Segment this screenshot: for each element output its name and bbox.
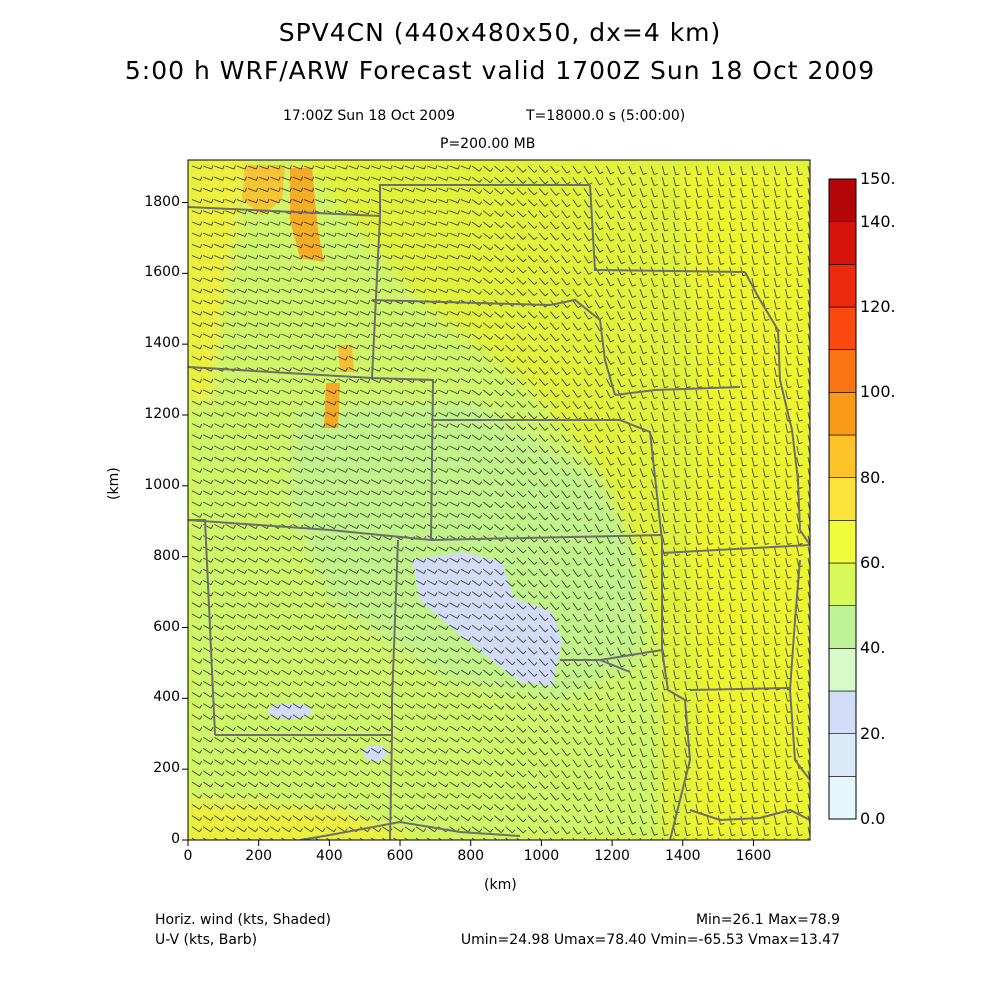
x-tick-label: 600 [386, 848, 414, 864]
low-wind-region-small-1 [268, 703, 312, 719]
barb-legend-label: U-V (kts, Barb) [155, 932, 258, 948]
min-max-label: Min=26.1 Max=78.9 [695, 912, 840, 928]
colorbar-bin [828, 221, 857, 265]
state-boundaries [188, 184, 810, 840]
colorbar-frame [828, 178, 857, 820]
colorbar-label: 100. [860, 382, 896, 402]
colorbar-bin [828, 434, 857, 478]
y-tick-label: 1400 [144, 335, 180, 352]
colorbar-bin [828, 733, 857, 777]
plot-frame [187, 159, 811, 841]
colorbar-label: 150. [860, 169, 896, 188]
colorbar-label: 40. [860, 638, 886, 658]
shaded-wind-field [188, 160, 810, 840]
x-tick-label: 0 [183, 848, 193, 864]
y-tick-label: 1600 [144, 264, 180, 281]
colorbar-bin [828, 648, 857, 692]
colorbar-label: 0.0 [860, 809, 886, 828]
jet-max-core-4 [324, 383, 340, 428]
x-tick-label: 1600 [735, 848, 772, 864]
y-tick-label: 400 [153, 689, 180, 706]
y-tick-label: 800 [153, 547, 180, 564]
x-tick-label: 1200 [594, 848, 630, 864]
title-line-2: 5:00 h WRF/ARW Forecast valid 1700Z Sun … [124, 56, 876, 85]
x-tick-label: 1400 [664, 848, 701, 864]
colorbar-bin [828, 392, 857, 436]
x-tick-label: 400 [315, 848, 343, 864]
wind-barbs [191, 165, 810, 840]
y-tick-label: 1000 [144, 476, 180, 493]
colorbar-label: 20. [860, 723, 886, 743]
colorbar-label: 120. [860, 297, 896, 316]
colorbar-label: 60. [860, 553, 886, 572]
colorbar-bin [828, 178, 857, 222]
colorbar-label: 140. [860, 211, 896, 231]
valid-time-label: 17:00Z Sun 18 Oct 2009 [283, 108, 456, 124]
colorbar-bin [828, 306, 857, 350]
y-axis-ticks [182, 202, 188, 841]
y-tick-label: 1200 [144, 406, 180, 422]
jet-max-core-3 [338, 345, 354, 372]
component-range-label: Umin=24.98 Umax=78.40 Vmin=-65.53 Vmax=1… [460, 932, 840, 948]
colorbar [828, 178, 857, 820]
y-tick-label: 0 [171, 831, 180, 847]
y-tick-label: 200 [153, 760, 180, 777]
title-line-1: SPV4CN (440x480x50, dx=4 km) [278, 18, 722, 47]
jet-max-core-2 [290, 168, 324, 262]
y-axis-label: (km) [106, 467, 122, 500]
colorbar-bin [828, 264, 857, 308]
elapsed-time-label: T=18000.0 s (5:00:00) [526, 108, 686, 124]
x-axis-label: (km) [484, 877, 517, 893]
x-tick-label: 200 [245, 848, 273, 864]
x-tick-label: 1000 [523, 848, 560, 864]
colorbar-bin [828, 562, 857, 606]
shading-legend-label: Horiz. wind (kts, Shaded) [155, 912, 331, 928]
colorbar-label: 80. [860, 467, 886, 487]
pressure-level-label: P=200.00 MB [440, 136, 536, 152]
low-wind-region-small-2 [363, 745, 387, 761]
colorbar-bin [828, 520, 857, 564]
colorbar-bin [828, 690, 857, 734]
colorbar-bin [828, 349, 857, 393]
y-tick-label: 600 [153, 618, 180, 635]
colorbar-bin [828, 477, 857, 521]
barb-glyphs [191, 165, 810, 840]
y-tick-label: 1800 [144, 193, 180, 210]
x-axis-ticks [187, 840, 754, 846]
colorbar-bin [828, 776, 857, 820]
colorbar-bin [828, 605, 857, 649]
x-tick-label: 800 [457, 848, 485, 864]
